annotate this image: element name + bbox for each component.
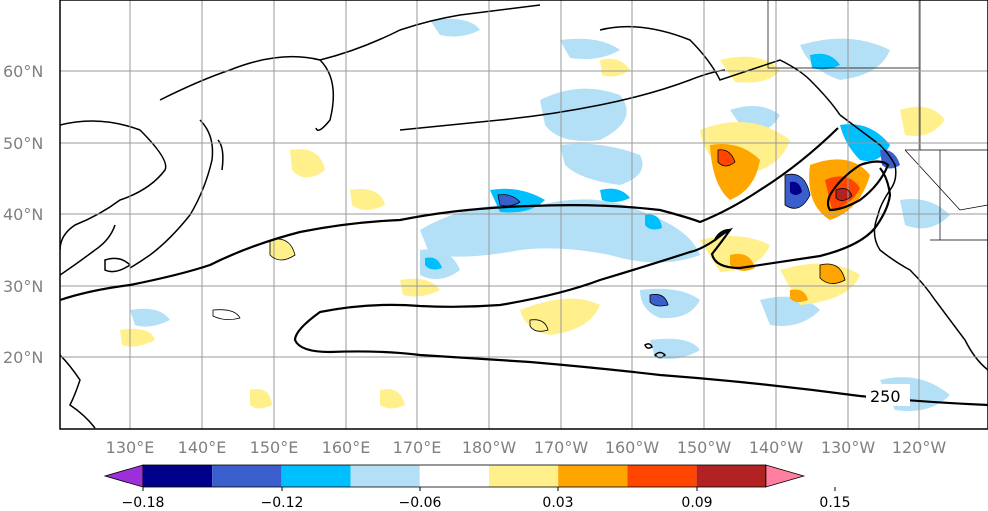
colorbar-segment [419,465,489,487]
colorbar-outline [142,464,767,488]
longitude-labels: 130°E 140°E 150°E 160°E 170°E 180°W 170°… [106,438,947,457]
colorbar-tick-labels: −0.18 −0.12 −0.06 0.03 0.09 0.15 [122,495,851,511]
colorbar-extend-high [765,464,806,488]
lon-label-140w: 140°W [749,438,804,457]
lat-label-20n: 20°N [3,348,43,367]
colorbar-segment [350,465,420,487]
lon-label-160w: 160°W [605,438,660,457]
lat-label-40n: 40°N [3,205,43,224]
map-frame [59,0,988,430]
colorbar-segment [212,465,282,487]
borders [767,0,988,241]
lon-label-140e: 140°E [178,438,227,457]
colorbar-tick-label-m012: −0.12 [261,495,304,511]
lat-label-30n: 30°N [3,277,43,296]
latitude-labels: 60°N 50°N 40°N 30°N 20°N [3,62,43,367]
colorbar-segment [143,465,213,487]
colorbar-tick-label-m006: −0.06 [399,495,442,511]
colorbar-segment [558,465,628,487]
colorbar-tick-label-m018: −0.18 [122,495,165,511]
lat-label-60n: 60°N [3,62,43,81]
colorbar-tick-label-003: 0.03 [542,495,573,511]
colorbar-segment [627,465,697,487]
map-panel [60,0,988,429]
colorbar [103,464,836,491]
colorbar-tick-label-015: 0.15 [819,495,850,511]
lon-label-170w: 170°W [534,438,589,457]
coastlines [60,4,988,429]
lon-label-160e: 160°E [322,438,371,457]
lon-label-130w: 130°W [821,438,876,457]
jet-contour [60,127,988,407]
lon-label-150w: 150°W [677,438,732,457]
lon-label-120w: 120°W [892,438,947,457]
colorbar-segment [489,465,559,487]
colorbar-extend-low [103,464,144,488]
colorbar-segment [281,465,351,487]
colorbar-segment [696,465,766,487]
colorbar-tick-label-009: 0.09 [681,495,712,511]
significance-contours [212,149,853,332]
gridlines [60,0,988,429]
anomaly-shading [120,18,950,411]
lat-label-50n: 50°N [3,134,43,153]
contour-label-250: 250 [870,387,901,406]
lon-label-180w: 180°W [462,438,517,457]
lon-label-170e: 170°E [393,438,442,457]
lon-label-130e: 130°E [106,438,155,457]
lon-label-150e: 150°E [250,438,299,457]
